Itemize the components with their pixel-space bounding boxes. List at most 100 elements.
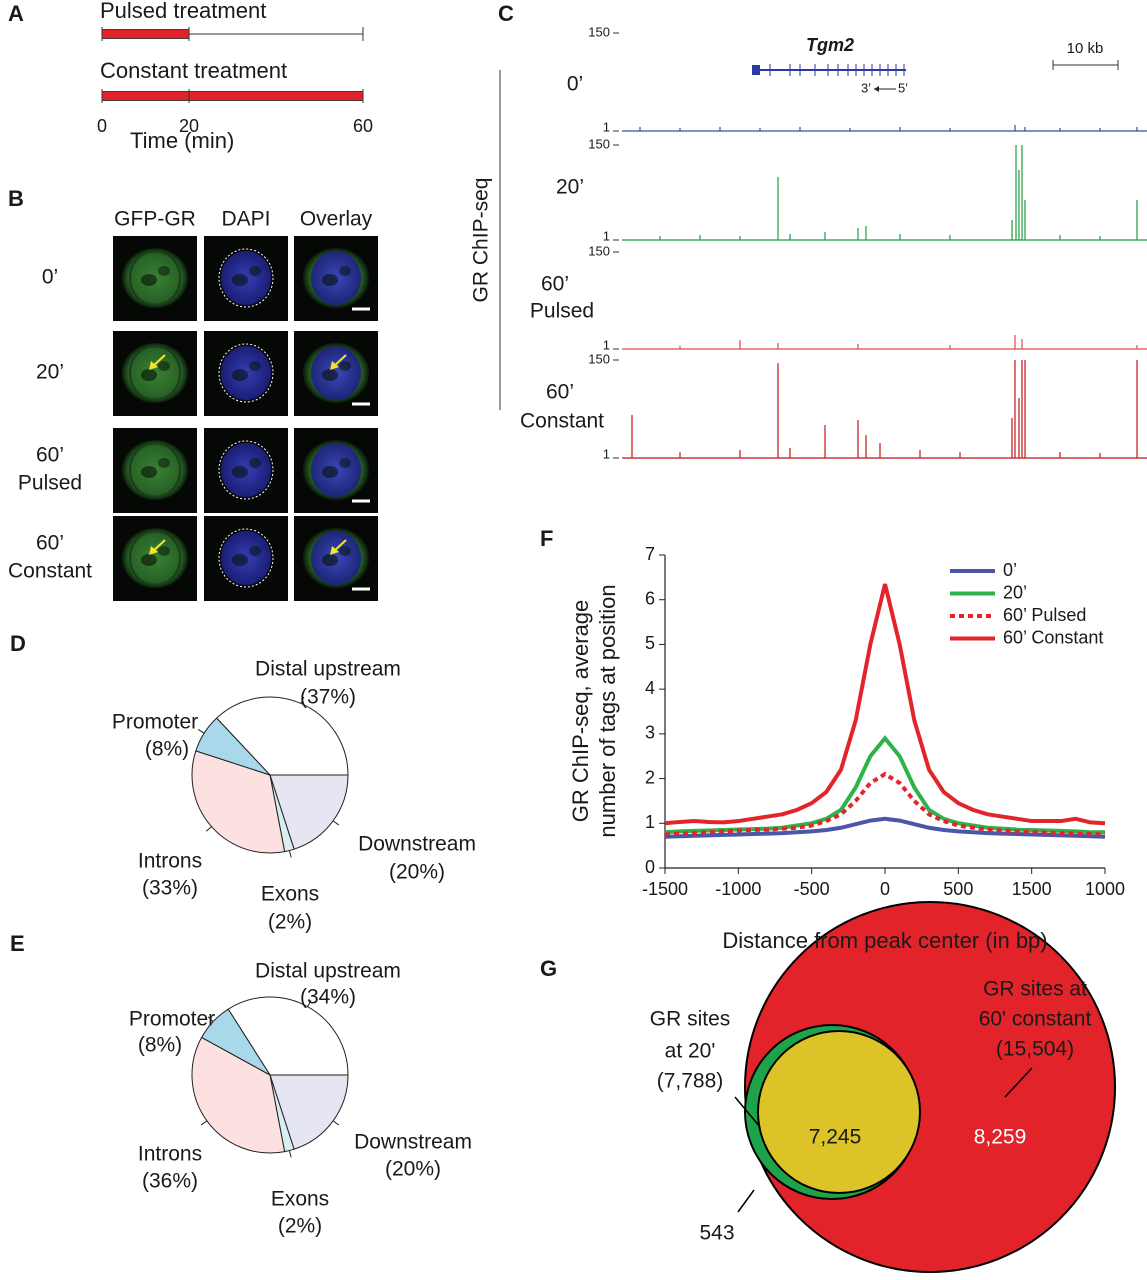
c-axis-label: GR ChIP-seq: [470, 178, 493, 303]
dark-spot: [249, 361, 261, 371]
series-line: [664, 816, 1106, 839]
micrograph: [204, 331, 288, 416]
micrograph: [113, 331, 197, 416]
y-tick-label: 0: [645, 857, 655, 877]
track-scale: 150: [588, 136, 610, 151]
micrograph: [113, 236, 197, 321]
track-label: 60’: [546, 381, 574, 404]
leader-tick: [332, 820, 340, 826]
legend-label: 0’: [1003, 560, 1017, 580]
micrograph: [204, 428, 288, 513]
column-header: GFP-GR: [114, 208, 196, 231]
slice-value: (2%): [268, 911, 312, 934]
x-tick-label: -500: [794, 879, 830, 899]
slice-value: (8%): [145, 738, 189, 761]
pie-slice: [269, 774, 349, 850]
dark-spot: [339, 361, 351, 371]
dark-spot: [141, 274, 157, 286]
dark-spot: [141, 369, 157, 381]
series-line: [664, 771, 1106, 837]
panel-label: D: [10, 631, 26, 656]
slice-label: Exons: [261, 883, 319, 906]
leader-tick: [288, 1150, 292, 1158]
x-tick-label: 60: [353, 116, 373, 136]
row-label: 60’: [36, 532, 64, 555]
strand-label: 3’: [861, 80, 871, 95]
track-scale: 150: [588, 351, 610, 366]
leader-tick: [200, 1120, 208, 1126]
row-label: 20’: [36, 361, 64, 384]
venn-label: at 20': [665, 1040, 716, 1063]
slice-label: Introns: [138, 850, 202, 873]
slice-value: (34%): [300, 986, 356, 1009]
legend-label: 60’ Constant: [1003, 627, 1103, 647]
chip-tracks: [622, 125, 1147, 459]
gene-name: Tgm2: [806, 35, 854, 55]
track-label: 20’: [556, 176, 584, 199]
legend-label: 20’: [1003, 582, 1027, 602]
dark-spot: [232, 369, 248, 381]
leader-tick: [197, 729, 205, 734]
y-tick-label: 4: [645, 678, 655, 698]
leader-tick: [288, 850, 292, 858]
micrograph: [113, 516, 197, 601]
treatment-label: Pulsed treatment: [100, 0, 266, 23]
micrograph: [294, 331, 378, 416]
dark-spot: [158, 458, 170, 468]
venn-count: 8,259: [974, 1126, 1027, 1149]
track-label: 60’: [541, 273, 569, 296]
track-0: [622, 125, 1147, 132]
treatment-bar: [101, 29, 190, 39]
micrograph: [204, 236, 288, 321]
micrograph: [204, 516, 288, 601]
arrowhead: [330, 361, 339, 370]
y-axis-label: GR ChIP-seq, average: [568, 600, 593, 823]
venn-label: GR sites at: [983, 978, 1087, 1001]
nucleus-shape: [129, 442, 181, 498]
micrograph: [294, 236, 378, 321]
slice-value: (33%): [142, 877, 198, 900]
track-label: Constant: [520, 410, 604, 433]
dark-spot: [322, 274, 338, 286]
slice-value: (20%): [385, 1158, 441, 1181]
dark-spot: [141, 554, 157, 566]
venn-label: (7,788): [657, 1070, 724, 1093]
dark-spot: [249, 266, 261, 276]
treatment-label: Constant treatment: [100, 58, 287, 83]
dark-spot: [141, 466, 157, 478]
arrowhead: [149, 546, 158, 555]
strand-label: 5’: [898, 80, 908, 95]
slice-value: (37%): [300, 686, 356, 709]
y-tick-label: 7: [645, 544, 655, 564]
row-label: Constant: [8, 560, 92, 583]
x-axis-label: Time (min): [130, 128, 234, 153]
panel-label: B: [8, 186, 24, 211]
x-tick-label: -1000: [715, 879, 761, 899]
slice-label: Introns: [138, 1143, 202, 1166]
row-label: 60’: [36, 444, 64, 467]
slice-label: Distal upstream: [255, 960, 401, 983]
dark-spot: [232, 466, 248, 478]
dark-spot: [339, 458, 351, 468]
column-header: DAPI: [221, 208, 270, 231]
gene-exons: [769, 64, 905, 76]
micrograph: [113, 428, 197, 513]
panel-label: G: [540, 956, 557, 981]
y-tick-label: 6: [645, 588, 655, 608]
scale-bar: [1052, 60, 1119, 70]
micrograph: [294, 428, 378, 513]
pie-slice: [269, 1074, 349, 1150]
y-axis-label: number of tags at position: [595, 584, 620, 837]
arrowhead: [330, 546, 339, 555]
dark-spot: [322, 466, 338, 478]
panel-label: E: [10, 931, 25, 956]
slice-value: (36%): [142, 1170, 198, 1193]
dark-spot: [249, 546, 261, 556]
track-label: 0’: [567, 73, 583, 96]
dark-spot: [158, 361, 170, 371]
strand-arrowhead: [874, 86, 879, 92]
track-60-pulsed: [622, 335, 1147, 350]
row-label: Pulsed: [18, 472, 82, 495]
slice-value: (8%): [138, 1034, 182, 1057]
